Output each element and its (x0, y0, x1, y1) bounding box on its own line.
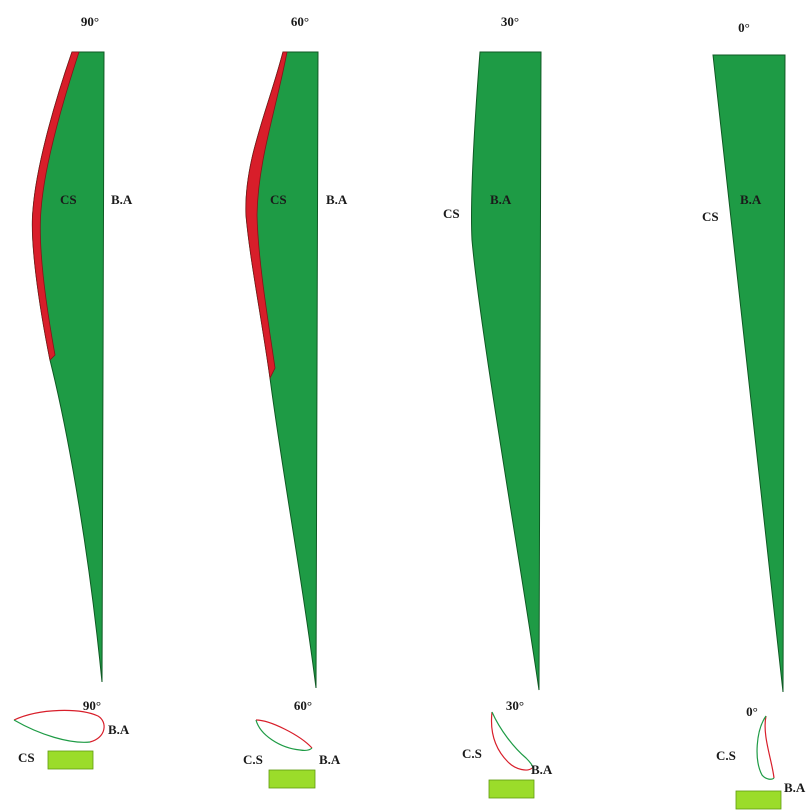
section-profile-upper (764, 715, 775, 779)
suction-label: CS (443, 206, 460, 221)
separation-zone (245, 51, 288, 380)
axis-label: B.A (326, 192, 348, 207)
section-profile-upper (13, 709, 105, 743)
section-profile-lower (756, 715, 775, 780)
bottom-angle-label: 0° (746, 704, 758, 719)
section-profile-upper (255, 719, 313, 749)
suction-label: CS (702, 209, 719, 224)
panel-30: 30° CS B.A 30° C.S B.A (443, 14, 553, 799)
bottom-angle-label: 30° (506, 698, 524, 713)
axis-label: B.A (111, 192, 133, 207)
top-angle-label: 0° (738, 20, 750, 35)
section-suction-label: CS (18, 750, 35, 765)
section-axis-label: B.A (108, 722, 130, 737)
section-axis-label: B.A (531, 762, 553, 777)
section-suction-label: C.S (716, 748, 736, 763)
blade-body (31, 51, 105, 683)
blade-body (712, 54, 786, 693)
section-profile-upper (490, 711, 533, 771)
bottom-angle-label: 90° (83, 698, 101, 713)
section-profile-lower (255, 719, 313, 751)
panel-90: 90° CS B.A 90° B.A CS (13, 14, 133, 770)
axis-label: B.A (740, 192, 762, 207)
section-profile-lower (13, 719, 91, 743)
root-block (268, 769, 316, 789)
bottom-angle-label: 60° (294, 698, 312, 713)
section-profile-lower (491, 711, 534, 769)
section-suction-label: C.S (243, 752, 263, 767)
suction-label: CS (60, 192, 77, 207)
panel-0: 0° CS B.A 0° C.S B.A (702, 20, 806, 810)
root-block (47, 750, 94, 770)
root-block (488, 779, 535, 799)
section-suction-label: C.S (462, 746, 482, 761)
section-axis-label: B.A (784, 780, 806, 795)
section-axis-label: B.A (319, 752, 341, 767)
panel-60: 60° CS B.A 60° C.S B.A (243, 14, 348, 789)
separation-zone (31, 51, 80, 361)
top-angle-label: 90° (81, 14, 99, 29)
top-angle-label: 60° (291, 14, 309, 29)
suction-label: CS (270, 192, 287, 207)
blade-body (470, 51, 542, 691)
axis-label: B.A (490, 192, 512, 207)
top-angle-label: 30° (501, 14, 519, 29)
root-block (735, 790, 782, 810)
